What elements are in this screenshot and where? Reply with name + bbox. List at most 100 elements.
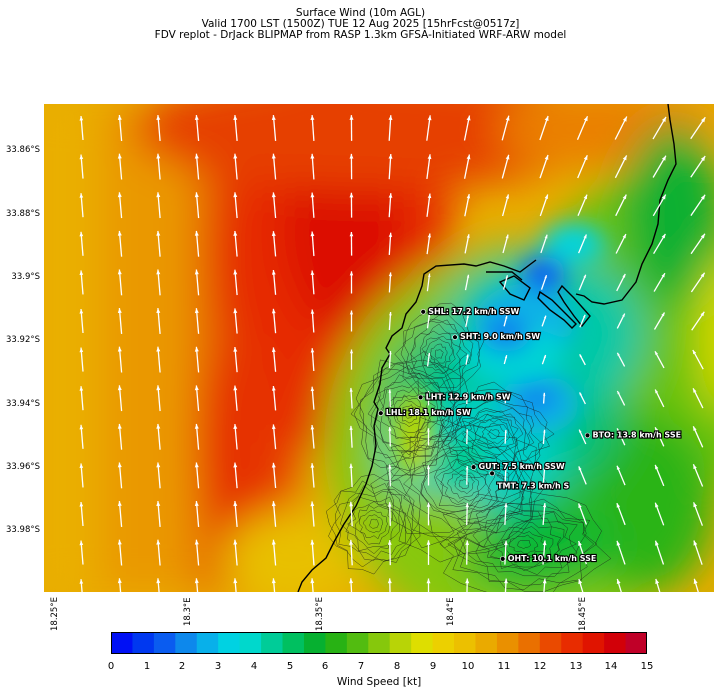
wind-arrow xyxy=(349,310,354,332)
station-shl[interactable]: SHL: 17.2 km/h SSW xyxy=(420,306,521,317)
wind-arrow xyxy=(542,578,547,592)
wind-arrow xyxy=(271,269,277,295)
contour-line xyxy=(420,446,511,524)
wind-arrow xyxy=(654,540,665,565)
colorbar-swatch xyxy=(496,632,519,654)
terrain-contours xyxy=(326,302,612,592)
wind-arrow xyxy=(693,578,699,592)
wind-arrow xyxy=(616,313,626,329)
wind-arrow xyxy=(504,578,508,592)
wind-arrow xyxy=(156,269,161,296)
wind-arrow xyxy=(156,308,161,334)
wind-arrow xyxy=(615,233,627,254)
contour-line xyxy=(326,474,421,575)
station-label: SHL: 17.2 km/h SSW xyxy=(428,307,519,316)
station-lhl[interactable]: LHL: 18.1 km/h SW xyxy=(378,407,472,418)
station-sht[interactable]: SHT: 9.0 km/h SW xyxy=(452,331,541,342)
model-source-subtitle: FDV replot - DrJack BLIPMAP from RASP 1.… xyxy=(154,29,567,41)
wind-arrow xyxy=(233,501,238,527)
wind-arrow xyxy=(233,462,238,489)
wind-arrow xyxy=(541,354,547,365)
contour-line xyxy=(367,373,443,456)
colorbar-tick-label: 7 xyxy=(357,661,365,672)
wind-arrow xyxy=(463,154,471,179)
wind-arrow xyxy=(616,502,626,526)
station-marker-dot[interactable] xyxy=(470,464,477,470)
station-marker-dot[interactable] xyxy=(420,309,426,315)
wind-arrow xyxy=(79,347,84,372)
wind-arrow xyxy=(349,578,354,592)
colorbar-tick-label: 6 xyxy=(321,661,329,672)
wind-arrow xyxy=(233,153,238,180)
contour-line xyxy=(439,490,612,592)
wind-arrow xyxy=(501,115,510,141)
wind-arrow xyxy=(117,385,123,412)
station-label: TMT: 7.3 km/h S xyxy=(497,481,569,490)
wind-arrow xyxy=(579,353,586,366)
contour-line xyxy=(424,338,453,369)
wind-arrow xyxy=(388,427,392,447)
wind-arrow xyxy=(79,501,84,527)
wind-arrow xyxy=(156,539,161,566)
station-marker-dot[interactable] xyxy=(417,394,424,401)
station-marker-dot[interactable] xyxy=(378,410,384,416)
colorbar-swatch xyxy=(175,632,198,654)
wind-arrow xyxy=(117,578,122,592)
lat-tick-label: 33.98°S xyxy=(6,525,40,535)
station-oht[interactable]: OHT: 10.1 km/h SSE xyxy=(500,553,598,564)
wind-arrow xyxy=(194,501,200,527)
colorbar-swatch xyxy=(432,632,455,654)
wind-arrow xyxy=(692,502,704,526)
wind-arrow xyxy=(577,194,588,217)
station-markers: SHL: 17.2 km/h SSW SHT: 9.0 km/h SW LHT: 1… xyxy=(378,306,682,564)
wind-arrow xyxy=(349,153,354,180)
wind-arrow xyxy=(616,273,626,292)
wind-arrow xyxy=(156,346,161,373)
wind-arrow xyxy=(426,233,431,255)
station-lht[interactable]: LHT: 12.9 km/h SW xyxy=(417,391,512,402)
wind-arrow xyxy=(387,540,392,566)
wind-arrow xyxy=(194,269,200,296)
lat-tick-label: 33.88°S xyxy=(6,209,40,219)
contour-line xyxy=(472,413,519,455)
wind-arrow xyxy=(233,346,238,373)
colorbar-tick-label: 8 xyxy=(393,661,401,672)
colorbar-tick-label: 11 xyxy=(497,661,511,672)
wind-arrow xyxy=(614,155,628,179)
wind-arrow xyxy=(156,578,161,592)
colorbar-swatch xyxy=(411,632,434,654)
wind-arrow xyxy=(79,424,84,449)
wind-arrow xyxy=(117,269,123,296)
wind-arrow xyxy=(79,115,84,141)
station-marker-dot[interactable] xyxy=(489,470,495,477)
wind-arrow xyxy=(349,501,353,527)
station-bto[interactable]: BTO: 13.8 km/h SSE xyxy=(584,429,682,440)
wind-arrow xyxy=(349,192,354,218)
wind-arrow xyxy=(690,233,706,255)
wind-arrow xyxy=(616,428,626,446)
wind-arrow xyxy=(117,114,123,142)
wind-arrow xyxy=(194,192,200,219)
wind-arrow xyxy=(156,423,161,450)
wind-arrow xyxy=(615,194,627,217)
colorbar-tick-label: 15 xyxy=(640,661,654,672)
contour-line xyxy=(472,510,577,575)
contour-line xyxy=(434,349,444,359)
wind-arrow xyxy=(426,115,432,141)
station-tmt[interactable]: TMT: 7.3 km/h S xyxy=(489,470,571,491)
wind-arrow xyxy=(117,462,123,489)
wind-arrow xyxy=(310,386,315,410)
station-gut[interactable]: GUT: 7.5 km/h SSW xyxy=(470,461,566,472)
station-marker-dot[interactable] xyxy=(500,556,506,562)
station-marker-dot[interactable] xyxy=(452,334,458,340)
chart-title: Surface Wind (10m AGL) xyxy=(295,7,426,19)
wind-arrow xyxy=(466,429,469,445)
wind-arrow xyxy=(233,115,238,141)
colorbar-swatch xyxy=(539,632,562,654)
station-marker-dot[interactable] xyxy=(584,432,591,439)
lat-tick-label: 33.96°S xyxy=(6,462,40,472)
wind-arrow xyxy=(652,194,667,217)
wind-arrow xyxy=(233,308,238,334)
wind-arrow xyxy=(156,192,161,219)
wind-arrow xyxy=(194,115,200,141)
